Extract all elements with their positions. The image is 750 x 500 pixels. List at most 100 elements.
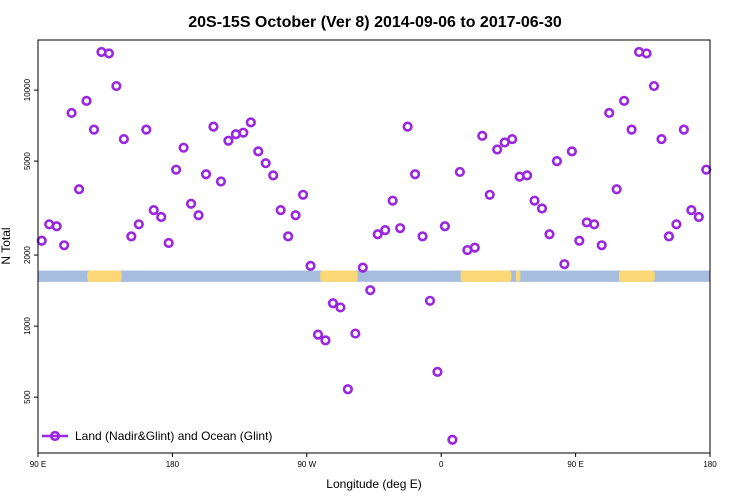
data-point (193, 210, 204, 221)
y-axis-label: N Total (0, 227, 13, 264)
data-point (156, 211, 167, 223)
data-point (59, 240, 70, 251)
data-point (215, 176, 227, 187)
y-tick-label: 2000 (23, 246, 32, 264)
data-point (111, 80, 122, 92)
data-point (268, 170, 279, 181)
chart-title: 20S-15S October (Ver 8) 2014-09-06 to 20… (188, 14, 562, 31)
x-axis-label: Longitude (deg E) (326, 477, 421, 491)
data-point (178, 142, 189, 153)
data-point (103, 48, 115, 59)
data-point (327, 298, 339, 309)
data-point (253, 146, 264, 157)
data-point (260, 158, 271, 169)
data-point (686, 205, 697, 216)
data-point (536, 203, 548, 214)
data-point (417, 231, 428, 242)
data-points (36, 46, 712, 445)
data-point (141, 124, 152, 135)
data-point (73, 184, 85, 195)
data-point (589, 219, 600, 230)
data-point (245, 117, 256, 128)
data-point (312, 329, 324, 340)
data-point (387, 195, 398, 206)
land-band-segment (460, 270, 512, 282)
y-axis-ticks: 500 1000 2000 5000 10000 (23, 78, 38, 404)
land-band-segment (320, 270, 358, 282)
data-point (305, 260, 316, 271)
data-point (432, 366, 443, 377)
data-point (507, 133, 518, 145)
data-point (185, 198, 197, 209)
data-point (529, 195, 540, 206)
y-tick-label: 5000 (23, 152, 32, 170)
data-point (663, 231, 675, 242)
y-tick-label: 500 (23, 390, 32, 404)
data-point (559, 259, 570, 270)
data-point (544, 229, 555, 240)
data-point (372, 229, 383, 240)
data-point (604, 107, 615, 119)
data-point (275, 205, 286, 216)
data-point (492, 144, 503, 155)
data-point (208, 121, 219, 132)
data-point (163, 237, 174, 249)
data-point (200, 169, 212, 180)
data-point (357, 262, 368, 273)
land-band-segment (515, 270, 521, 282)
data-point (380, 225, 391, 236)
legend-marker (49, 430, 61, 442)
data-point (290, 210, 301, 221)
data-point (133, 219, 144, 230)
data-point (238, 127, 249, 138)
data-point (126, 231, 137, 242)
data-point (574, 235, 585, 246)
land-band-segment (618, 270, 655, 282)
data-point (36, 235, 47, 246)
data-point (626, 124, 637, 135)
data-point (365, 285, 376, 296)
data-point (648, 80, 660, 92)
data-point (424, 295, 436, 306)
ocean-band (38, 270, 710, 282)
data-point (551, 156, 563, 167)
data-point (671, 219, 682, 230)
data-point (521, 170, 533, 181)
land-band-segment (87, 270, 122, 282)
data-point (297, 189, 309, 200)
x-axis-ticks: 90 E 180 90 W 0 90 E 180 (30, 453, 717, 469)
data-point (447, 434, 458, 445)
data-point (611, 184, 622, 195)
x-tick-label: 180 (703, 460, 717, 469)
data-point (484, 189, 495, 200)
data-point (395, 223, 406, 234)
data-point (454, 166, 465, 178)
data-point (439, 221, 451, 232)
data-point (66, 107, 77, 119)
data-point (477, 130, 488, 141)
legend: Land (Nadir&Glint) and Ocean (Glint) (42, 429, 272, 443)
data-point (596, 240, 607, 251)
data-point (693, 211, 704, 223)
x-tick-label: 90 E (30, 460, 46, 469)
data-point (335, 302, 346, 313)
data-point (283, 231, 294, 242)
data-point (223, 135, 234, 146)
x-tick-label: 90 W (297, 460, 316, 469)
data-point (118, 133, 129, 145)
x-tick-label: 0 (439, 460, 444, 469)
data-point (51, 221, 62, 232)
data-point (641, 48, 652, 59)
data-point (566, 146, 577, 157)
data-point (171, 164, 182, 175)
data-point (619, 95, 630, 106)
data-point (701, 164, 712, 175)
data-point (81, 95, 92, 106)
data-point (469, 242, 480, 253)
data-point (678, 124, 689, 135)
x-tick-label: 90 E (567, 460, 583, 469)
y-tick-label: 10000 (23, 78, 32, 101)
data-point (409, 169, 421, 180)
data-point (148, 205, 159, 216)
